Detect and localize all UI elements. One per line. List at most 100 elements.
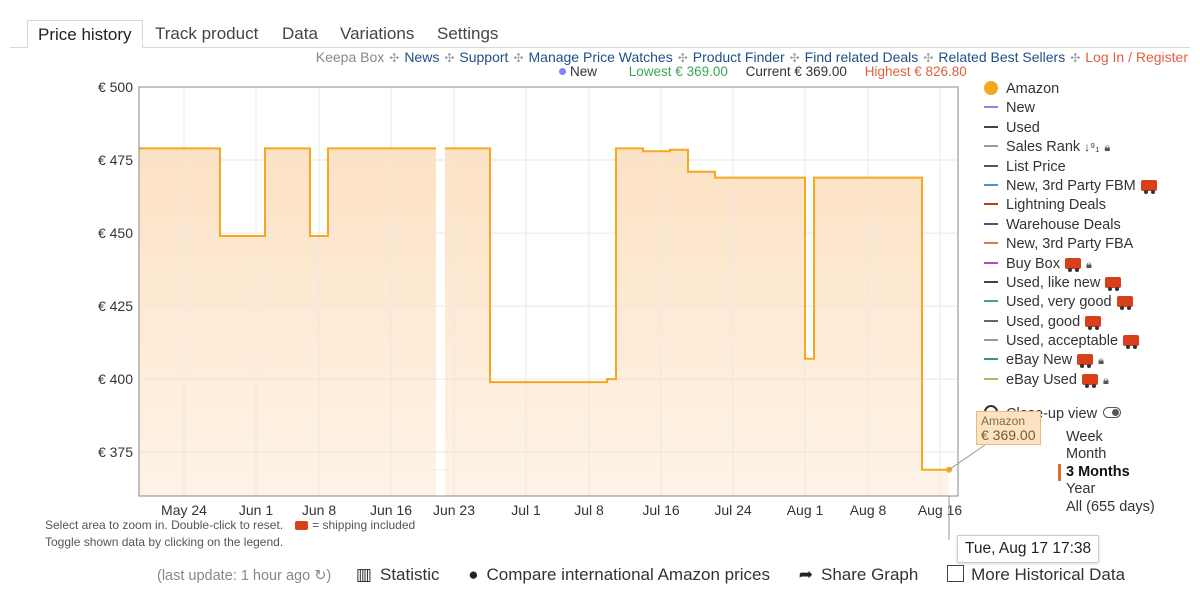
- legend-swatch: [984, 145, 998, 148]
- news-link[interactable]: News: [404, 49, 440, 65]
- legend-label: eBay New: [1006, 352, 1073, 369]
- amazon-price-line[interactable]: [445, 147, 949, 471]
- range-option-3-months[interactable]: 3 Months: [1058, 463, 1155, 482]
- legend-item-ebay-used[interactable]: eBay Used 🔒︎: [984, 371, 1157, 390]
- separator-icon: ✣: [444, 51, 455, 65]
- y-tick-label: € 450: [98, 225, 133, 241]
- lock-icon: 🔒︎: [1102, 374, 1109, 387]
- hover-date-label: Tue, Aug 17 17:38: [957, 535, 1100, 563]
- y-tick-label: € 500: [98, 79, 133, 95]
- current-price: Current € 369.00: [745, 64, 847, 79]
- y-tick-label: € 375: [98, 444, 133, 460]
- tab-data[interactable]: Data: [282, 24, 318, 43]
- shipping-truck-icon: [1085, 315, 1102, 330]
- compare-label: Compare international Amazon prices: [486, 565, 771, 584]
- legend-swatch: [984, 319, 998, 322]
- legend-label: Used, good: [1006, 313, 1081, 330]
- legend-item-list-price[interactable]: List Price: [984, 158, 1157, 177]
- legend-item-new-3rd-party-fba[interactable]: New, 3rd Party FBA: [984, 235, 1157, 254]
- legend-swatch: [984, 261, 998, 264]
- legend-label: eBay Used: [1006, 371, 1077, 388]
- separator-icon: ✣: [389, 51, 400, 65]
- shipping-truck-icon: [1081, 373, 1098, 388]
- legend-swatch: [984, 222, 998, 225]
- bar-chart-icon: ▥: [355, 565, 372, 584]
- x-tick-label: May 24: [161, 502, 207, 518]
- x-tick-label: Jul 16: [642, 502, 680, 518]
- y-tick-label: € 400: [98, 371, 133, 387]
- legend-item-ebay-new[interactable]: eBay New 🔒︎: [984, 351, 1157, 370]
- price-summary: New Lowest € 369.00 Current € 369.00 Hig…: [559, 64, 981, 79]
- refresh-icon[interactable]: ↻): [314, 568, 332, 584]
- login-register-link[interactable]: Log In / Register: [1085, 49, 1188, 65]
- separator-icon: ✣: [789, 51, 800, 65]
- legend-label: Used, very good: [1006, 294, 1112, 311]
- legend-label: New: [1006, 100, 1036, 117]
- legend-swatch: [984, 106, 998, 109]
- range-option-month[interactable]: Month: [1066, 446, 1107, 463]
- historical-checkbox[interactable]: [947, 565, 965, 582]
- chart-hints: Select area to zoom in. Double-click to …: [45, 517, 415, 551]
- separator-icon: ✣: [513, 51, 524, 65]
- tab-bar: Price history Track product Data Variati…: [10, 20, 1190, 49]
- legend-label: Amazon: [1006, 81, 1060, 97]
- price-area-fill: [139, 148, 436, 496]
- new-summary: New: [559, 64, 611, 79]
- amazon-price-line[interactable]: [139, 147, 436, 237]
- globe-icon: ●: [468, 565, 479, 584]
- statistic-button[interactable]: ▥ Statistic: [356, 565, 440, 584]
- share-graph-button[interactable]: ➦ Share Graph: [799, 565, 919, 584]
- tab-track-product[interactable]: Track product: [155, 24, 259, 43]
- range-option-all-655-days[interactable]: All (655 days): [1066, 498, 1155, 515]
- legend-item-sales-rank[interactable]: Sales Rank ↓⁹₁ 🔒︎: [984, 138, 1157, 157]
- more-historical-data[interactable]: More Historical Data: [947, 565, 1125, 584]
- price-area-fill: [445, 148, 949, 496]
- x-tick-label: Aug 16: [918, 502, 963, 518]
- shipping-truck-icon: [1116, 296, 1133, 311]
- sort-order-icon: ↓⁹₁: [1084, 140, 1100, 155]
- legend-item-amazon[interactable]: Amazon: [984, 80, 1157, 99]
- legend-item-used-good[interactable]: Used, good: [984, 313, 1157, 332]
- legend-item-used-like-new[interactable]: Used, like new: [984, 274, 1157, 293]
- tab-settings[interactable]: Settings: [437, 24, 499, 43]
- separator-icon: ✣: [677, 51, 688, 65]
- legend-label: Warehouse Deals: [1006, 216, 1121, 233]
- range-option-year[interactable]: Year: [1066, 481, 1096, 498]
- find-related-deals-link[interactable]: Find related Deals: [804, 49, 919, 65]
- range-option-week[interactable]: Week: [1066, 429, 1103, 445]
- tab-variations[interactable]: Variations: [340, 24, 415, 43]
- tab-price-history[interactable]: Price history: [27, 20, 143, 49]
- compare-prices-button[interactable]: ● Compare international Amazon prices: [468, 565, 770, 584]
- shipping-truck-icon: [1140, 179, 1157, 194]
- legend-item-used[interactable]: Used: [984, 119, 1157, 138]
- legend-label: Used: [1006, 119, 1040, 136]
- statistic-label: Statistic: [379, 565, 440, 584]
- related-best-sellers-link[interactable]: Related Best Sellers: [938, 49, 1066, 65]
- shipping-truck-icon: [1123, 335, 1140, 350]
- plot-border: [138, 86, 959, 497]
- legend-label: Buy Box: [1006, 255, 1060, 272]
- closeup-switch[interactable]: [1103, 407, 1122, 418]
- x-tick-label: Aug 8: [850, 502, 887, 518]
- legend-item-buy-box[interactable]: Buy Box 🔒︎: [984, 255, 1157, 274]
- product-finder-link[interactable]: Product Finder: [692, 49, 785, 65]
- support-link[interactable]: Support: [459, 49, 509, 65]
- price-tooltip: Amazon € 369.00: [976, 411, 1041, 445]
- x-tick-label: Aug 1: [787, 502, 824, 518]
- legend-swatch: [984, 339, 998, 342]
- legend-item-used-acceptable[interactable]: Used, acceptable: [984, 332, 1157, 351]
- legend-item-new[interactable]: New: [984, 99, 1157, 118]
- keepa-box-link[interactable]: Keepa Box: [315, 49, 385, 65]
- legend-label: Lightning Deals: [1006, 197, 1106, 214]
- legend-label: List Price: [1006, 158, 1066, 175]
- legend-item-new-3rd-party-fbm[interactable]: New, 3rd Party FBM: [984, 177, 1157, 196]
- legend-item-warehouse-deals[interactable]: Warehouse Deals: [984, 216, 1157, 235]
- lowest-price: Lowest € 369.00: [628, 64, 728, 79]
- legend-item-lightning-deals[interactable]: Lightning Deals: [984, 196, 1157, 215]
- toggle-hint: Toggle shown data by clicking on the leg…: [45, 535, 284, 549]
- legend-item-used-very-good[interactable]: Used, very good: [984, 293, 1157, 312]
- x-tick-label: Jul 1: [511, 502, 541, 518]
- tooltip-connector: [948, 444, 986, 471]
- manage-price-watches-link[interactable]: Manage Price Watches: [528, 49, 673, 65]
